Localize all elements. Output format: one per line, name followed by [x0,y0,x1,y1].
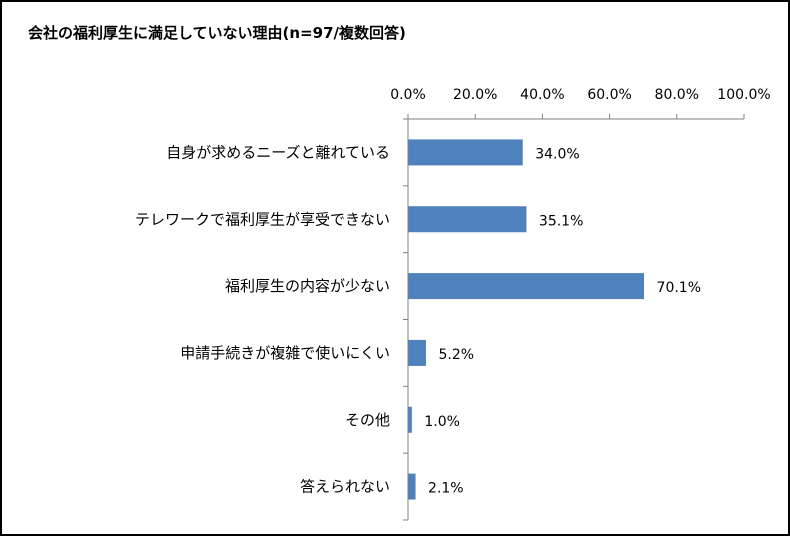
data-label: 5.2% [438,347,474,363]
data-label: 34.0% [535,146,579,162]
category-label: その他 [345,411,390,429]
data-label: 70.1% [657,280,701,296]
bar [408,206,527,233]
chart-title: 会社の福利厚生に満足していない理由(n=97/複数回答) [28,24,406,42]
x-tick-label: 60.0% [587,87,631,103]
bar [408,139,523,166]
data-label: 2.1% [428,481,464,497]
x-tick-label: 40.0% [520,87,564,103]
bar-layer [408,139,645,500]
bar [408,273,645,300]
category-label: 福利厚生の内容が少ない [225,277,390,295]
category-label: 自身が求めるニーズと離れている [166,143,390,161]
x-tick-label: 100.0% [717,87,770,103]
axis-layer [403,114,745,521]
x-tick-label: 20.0% [453,87,497,103]
x-tick-label: 0.0% [390,87,426,103]
label-layer: 0.0% 20.0% 40.0% 60.0% 80.0% 100.0% 自身が求めるニーズと… [135,87,771,497]
x-tick-label: 80.0% [655,87,699,103]
data-label: 35.1% [539,213,583,229]
data-label: 1.0% [424,414,460,430]
bar [408,406,412,433]
category-label: 答えられない [300,478,390,496]
category-label: テレワークで福利厚生が享受できない [135,210,390,228]
category-label: 申請手続きが複雑で使いにくい [180,344,390,362]
bar [408,339,426,366]
bar [408,473,416,500]
